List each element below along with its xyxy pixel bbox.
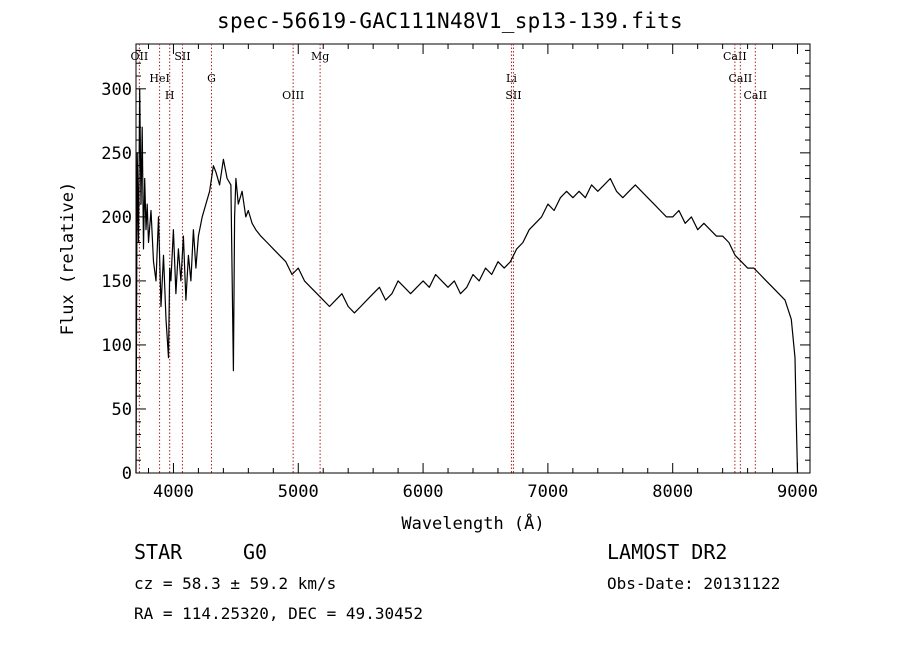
- x-axis-label: Wavelength (Å): [401, 512, 544, 534]
- y-tick-label: 200: [101, 208, 132, 228]
- y-tick-label: 150: [101, 272, 132, 292]
- spectral-line-label: Li: [506, 72, 517, 85]
- sky-coordinates: RA = 114.25320, DEC = 49.30452: [134, 604, 423, 623]
- spectral-line-label: CaII: [729, 72, 753, 85]
- x-tick-label: 8000: [652, 482, 693, 502]
- observation-date: Obs-Date: 20131122: [607, 574, 781, 593]
- object-class: STAR: [134, 540, 183, 564]
- x-tick-label: 4000: [153, 482, 194, 502]
- y-tick-label: 50: [112, 400, 132, 420]
- survey-label: LAMOST DR2: [607, 540, 728, 564]
- y-tick-label: 100: [101, 336, 132, 356]
- spectral-line-label: SII: [505, 89, 521, 102]
- x-tick-label: 9000: [777, 482, 818, 502]
- spectral-line-label: HeI: [149, 72, 169, 85]
- spectral-line-label: H: [165, 89, 175, 102]
- spectrum-line: [135, 88, 799, 474]
- spectral-line-label: SII: [174, 50, 190, 63]
- y-tick-label: 0: [122, 464, 132, 484]
- x-tick-label: 6000: [403, 482, 444, 502]
- object-subclass: G0: [243, 540, 268, 564]
- spectral-line-label: OII: [131, 50, 149, 63]
- spectral-line-label: CaII: [743, 89, 767, 102]
- y-tick-label: 250: [101, 144, 132, 164]
- spectral-line-label: Mg: [311, 50, 329, 63]
- y-axis-label: Flux (relative): [58, 182, 78, 336]
- spectral-line-label: CaII: [723, 50, 747, 63]
- spectral-line-label: OIII: [282, 89, 304, 102]
- redshift-velocity: cz = 58.3 ± 59.2 km/s: [134, 574, 337, 593]
- x-tick-label: 5000: [278, 482, 319, 502]
- x-tick-label: 7000: [527, 482, 568, 502]
- y-tick-label: 300: [101, 80, 132, 100]
- plot-frame: [135, 43, 811, 474]
- chart-title: spec-56619-GAC111N48V1_sp13-139.fits: [217, 9, 683, 33]
- spectral-line-label: G: [207, 72, 216, 85]
